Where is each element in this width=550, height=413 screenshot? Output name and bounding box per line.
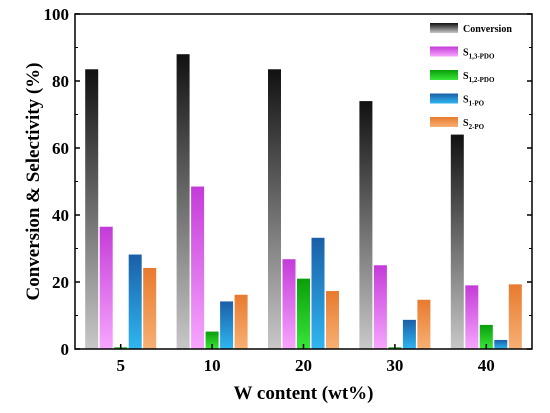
bar-S2-PO-20 <box>326 291 339 349</box>
y-axis: 0 20 40 60 80 100 <box>44 5 532 359</box>
x-tick-label: 5 <box>116 356 125 375</box>
bar-Conversion-5 <box>85 69 99 349</box>
legend-label: S2-PO <box>463 118 485 131</box>
bar-S1-PO-30 <box>402 319 416 349</box>
bar-S1,3-PDO-10 <box>191 186 205 349</box>
legend-label: S1,3-PDO <box>463 48 495 61</box>
legend-swatch <box>430 46 458 57</box>
y-tick-label: 20 <box>52 273 69 292</box>
bar-S1,3-PDO-40 <box>465 285 479 349</box>
legend-label: S1-PO <box>463 95 485 108</box>
legend-label: S1,2-PDO <box>463 71 495 84</box>
y-tick-label: 80 <box>52 72 69 91</box>
y-tick-label: 0 <box>61 340 70 359</box>
bar-S1,3-PDO-20 <box>282 259 296 349</box>
legend-label-main: S <box>463 48 469 59</box>
legend-label-sub: 1,3-PDO <box>469 53 495 61</box>
bar-S1-PO-10 <box>220 301 234 349</box>
legend-label-main: S <box>463 71 469 82</box>
legend-label-main: S <box>463 118 469 129</box>
legend-swatch <box>430 70 458 80</box>
bar-S2-PO-40 <box>508 284 522 349</box>
x-axis-label: W content (wt%) <box>233 383 373 404</box>
legend-swatch <box>430 93 458 104</box>
bar-Conversion-40 <box>450 134 464 349</box>
y-axis-label: Conversion & Selectivity (%) <box>23 63 44 301</box>
y-tick-label: 60 <box>52 139 69 158</box>
legend-label-sub: 1,2-PDO <box>469 76 495 84</box>
legend-swatch <box>430 117 458 127</box>
legend-label: Conversion <box>463 24 512 35</box>
bar-S2-PO-10 <box>234 294 248 349</box>
x-tick-label: 10 <box>204 356 221 375</box>
x-tick-label: 20 <box>295 356 312 375</box>
x-axis: 5 10 20 30 40 <box>116 344 495 375</box>
bar-Conversion-10 <box>176 54 190 349</box>
x-tick-label: 40 <box>478 356 495 375</box>
bar-S2-PO-30 <box>417 299 431 349</box>
legend-label-sub: 1-PO <box>469 100 485 108</box>
bar-S1,3-PDO-5 <box>99 226 113 349</box>
bar-S1-PO-20 <box>311 237 325 349</box>
y-tick-label: 100 <box>44 5 70 24</box>
legend-label-main: Conversion <box>463 24 512 35</box>
plot-area <box>85 54 522 349</box>
bar-Conversion-20 <box>268 69 281 349</box>
bar-Conversion-30 <box>359 101 373 349</box>
bar-S2-PO-5 <box>143 267 157 349</box>
y-tick-label: 40 <box>52 206 69 225</box>
bar-S1,2-PDO-10 <box>205 331 219 349</box>
legend-swatch <box>430 23 458 33</box>
bar-S1-PO-40 <box>494 339 508 349</box>
bar-S1,3-PDO-30 <box>373 265 387 349</box>
legend-label-main: S <box>463 95 469 106</box>
legend-label-sub: 2-PO <box>469 123 485 131</box>
bar-S1-PO-5 <box>128 254 142 349</box>
bar-S1,2-PDO-20 <box>297 278 310 349</box>
x-tick-label: 30 <box>386 356 403 375</box>
bar-S1,2-PDO-40 <box>479 324 493 349</box>
